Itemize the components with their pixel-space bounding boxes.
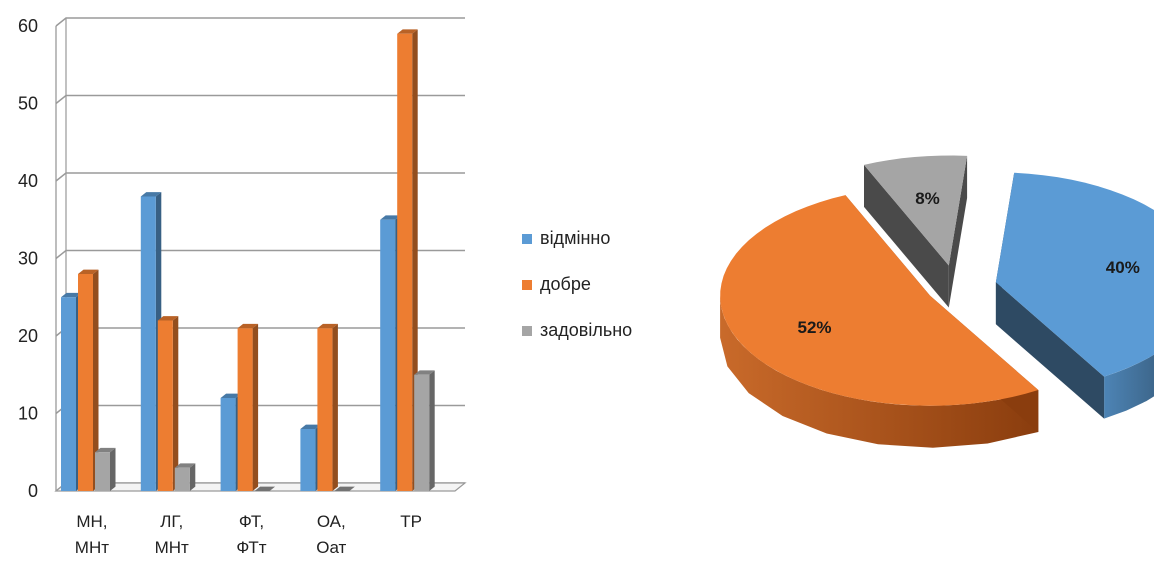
legend-swatch-задовільно bbox=[522, 326, 532, 336]
x-category-label: Оат bbox=[316, 538, 346, 557]
x-category-label: ФТ, bbox=[239, 512, 264, 531]
bar-задовільно-2 bbox=[254, 486, 276, 491]
pie-slice-40% bbox=[995, 172, 1154, 419]
legend-label: задовільно bbox=[540, 320, 632, 340]
bar-добре-0 bbox=[78, 269, 99, 491]
gridline bbox=[55, 249, 465, 260]
y-tick-label: 0 bbox=[28, 481, 38, 501]
pie-slice-52% bbox=[720, 195, 1039, 448]
bar-добре-1 bbox=[157, 316, 179, 491]
pie-data-label: 40% bbox=[1106, 258, 1140, 277]
legend-label: відмінно bbox=[540, 228, 610, 248]
y-tick-label: 40 bbox=[18, 171, 38, 191]
gridline bbox=[55, 172, 465, 182]
pie-data-label: 8% bbox=[915, 189, 940, 208]
bar-bars bbox=[61, 29, 435, 491]
legend: відмінно добре задовільно bbox=[522, 228, 632, 340]
pie-chart: 40% 52% 8% bbox=[720, 155, 1154, 448]
y-tick-label: 10 bbox=[18, 404, 38, 424]
pie-data-label: 52% bbox=[797, 318, 831, 337]
bar-задовільно-4 bbox=[414, 370, 435, 491]
x-category-label: ФТт bbox=[236, 538, 266, 557]
x-category-label: МНт bbox=[155, 538, 189, 557]
x-category-label: ТР bbox=[400, 512, 422, 531]
bar-добре-3 bbox=[317, 323, 338, 491]
bar-задовільно-1 bbox=[174, 463, 196, 491]
pie-slice-8% bbox=[864, 155, 968, 308]
bar-задовільно-0 bbox=[95, 447, 116, 491]
legend-swatch-добре bbox=[522, 280, 532, 290]
x-category-label: МН, bbox=[76, 512, 107, 531]
legend-label: добре bbox=[540, 274, 591, 294]
bar-добре-4 bbox=[397, 29, 418, 491]
bar-category-labels: МН, МНт ЛГ, МНт ФТ, ФТт ОА, Оат ТР bbox=[75, 512, 422, 557]
bar-задовільно-3 bbox=[334, 486, 355, 491]
pie-top-52% bbox=[720, 195, 1039, 406]
bar-chart: 0 10 20 30 40 50 60 МН, МНт ЛГ, МНт ФТ, ФТт ОА, Оат ТР bbox=[18, 16, 467, 557]
bar-добре-2 bbox=[237, 323, 259, 491]
legend-swatch-відмінно bbox=[522, 234, 532, 244]
gridline bbox=[55, 94, 465, 105]
y-tick-label: 20 bbox=[18, 326, 38, 346]
gridline bbox=[55, 17, 465, 27]
pie-top-40% bbox=[995, 172, 1154, 377]
y-tick-label: 30 bbox=[18, 249, 38, 269]
bar-y-ticks: 0 10 20 30 40 50 60 bbox=[18, 16, 38, 501]
x-category-label: ЛГ, bbox=[160, 512, 183, 531]
y-tick-label: 50 bbox=[18, 94, 38, 114]
y-tick-label: 60 bbox=[18, 16, 38, 36]
pie-top-8% bbox=[864, 155, 968, 266]
x-category-label: МНт bbox=[75, 538, 109, 557]
x-category-label: ОА, bbox=[317, 512, 346, 531]
